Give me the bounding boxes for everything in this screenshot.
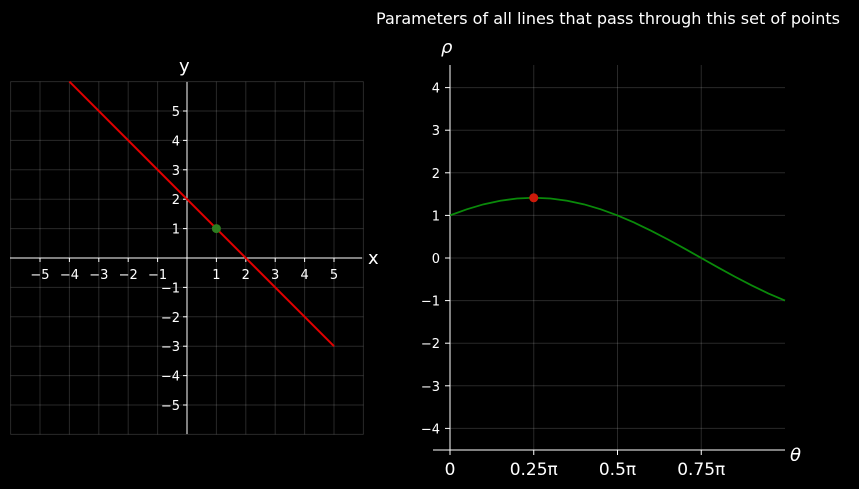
left-points [211, 224, 221, 234]
left-y-axis-label: y [179, 56, 190, 77]
left-x-axis-label: x [368, 248, 379, 269]
left-x-tick-label: −4 [60, 268, 79, 283]
right-chart-title: Parameters of all lines that pass throug… [376, 9, 840, 28]
left-x-tick-label: −3 [89, 268, 108, 283]
right-x-tick-label: 0 [445, 460, 456, 480]
right-y-tick-label: −3 [421, 380, 440, 395]
left-x-tick-label: −2 [119, 268, 138, 283]
cartesian-plot: −5 −4 −3 −2 −1 1 2 3 4 5 −5 −4 −3 −2 −1 1 2 3 4 5 x y [10, 56, 379, 435]
left-x-tick-label: 4 [300, 268, 308, 283]
right-x-axis-label: θ [790, 445, 801, 466]
right-x-tick-label: 0.75π [677, 460, 725, 480]
right-y-tick-labels: −4 −3 −2 −1 0 1 2 3 4 [421, 82, 450, 437]
right-series [449, 196, 786, 302]
right-y-tick-label: 2 [432, 167, 440, 182]
right-grid [449, 65, 785, 450]
left-y-tick-label: −3 [161, 340, 180, 355]
left-y-tick-label: 1 [172, 223, 180, 238]
left-y-tick-labels: −5 −4 −3 −2 −1 1 2 3 4 5 [161, 105, 187, 414]
left-y-tick-label: −1 [161, 281, 180, 296]
right-points [529, 193, 539, 203]
right-y-tick-label: 4 [432, 82, 440, 97]
left-x-tick-label: 1 [212, 268, 220, 283]
right-y-tick-label: −1 [421, 295, 440, 310]
left-y-tick-label: 5 [172, 105, 180, 120]
left-line-series [68, 80, 335, 347]
right-y-tick-label: −2 [421, 337, 440, 352]
left-x-tick-label: 2 [242, 268, 250, 283]
left-y-tick-label: 3 [172, 164, 180, 179]
right-y-tick-label: 0 [432, 252, 440, 267]
left-x-tick-labels: −5 −4 −3 −2 −1 1 2 3 4 5 [30, 258, 338, 283]
left-y-tick-label: −5 [161, 399, 180, 414]
left-data-point [211, 224, 221, 234]
left-y-tick-label: −4 [161, 370, 180, 385]
left-y-tick-label: 4 [172, 134, 180, 149]
right-x-tick-labels: 0 0.25π 0.5π 0.75π [445, 450, 725, 480]
right-y-axis-label: ρ [441, 37, 453, 58]
left-series [68, 80, 335, 347]
right-y-tick-label: 1 [432, 209, 440, 224]
left-x-tick-label: 3 [271, 268, 279, 283]
right-data-point [529, 193, 539, 203]
left-x-tick-label: −1 [148, 268, 167, 283]
right-y-tick-label: 3 [432, 124, 440, 139]
left-y-tick-label: 2 [172, 193, 180, 208]
left-y-tick-label: −2 [161, 311, 180, 326]
right-x-tick-label: 0.5π [599, 460, 636, 480]
parameter-space-plot: Parameters of all lines that pass throug… [376, 9, 840, 480]
left-x-tick-label: 5 [330, 268, 338, 283]
right-y-tick-label: −4 [421, 422, 440, 437]
left-x-tick-label: −5 [30, 268, 49, 283]
left-axes [10, 82, 362, 434]
right-curve-series [449, 196, 786, 302]
right-x-tick-label: 0.25π [510, 460, 558, 480]
